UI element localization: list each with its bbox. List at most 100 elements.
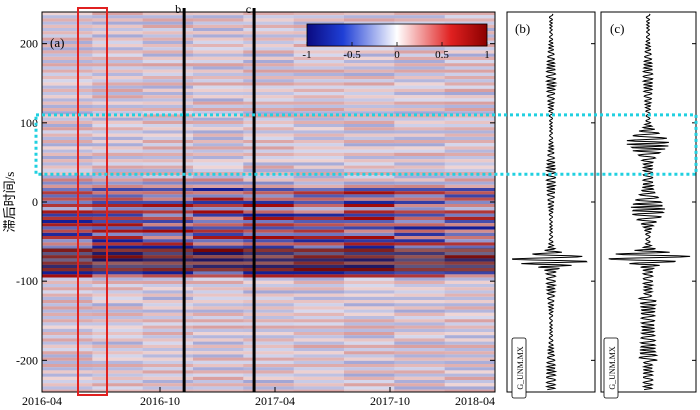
heatmap-cell xyxy=(193,236,244,240)
heatmap-cell xyxy=(243,34,295,38)
heatmap-cell xyxy=(243,101,295,105)
heatmap-cell xyxy=(193,56,244,60)
heatmap-cell xyxy=(444,357,495,361)
heatmap-cell xyxy=(243,156,295,160)
heatmap-cell xyxy=(243,165,295,169)
heatmap-cell xyxy=(293,271,345,275)
heatmap-cell xyxy=(42,338,93,342)
heatmap-cell xyxy=(293,88,345,92)
heatmap-cell xyxy=(293,53,345,57)
heatmap-cell xyxy=(344,348,395,352)
heatmap-cell xyxy=(92,140,144,144)
heatmap-cell xyxy=(344,181,395,185)
heatmap-cell xyxy=(243,348,295,352)
heatmap-cell xyxy=(142,200,194,204)
heatmap-cell xyxy=(394,252,446,256)
heatmap-cell xyxy=(243,287,295,291)
heatmap-cell xyxy=(444,248,495,252)
heatmap-cell xyxy=(394,264,446,268)
heatmap-cell xyxy=(444,120,495,124)
heatmap-cell xyxy=(142,44,194,48)
heatmap-cell xyxy=(243,12,295,16)
heatmap-cell xyxy=(394,322,446,326)
heatmap-cell xyxy=(344,300,395,304)
heatmap-cell xyxy=(243,159,295,163)
heatmap-cell xyxy=(394,130,446,134)
heatmap-cell xyxy=(243,293,295,297)
heatmap-cell xyxy=(92,220,144,224)
heatmap-cell xyxy=(344,360,395,364)
heatmap-cell xyxy=(142,31,194,35)
heatmap-cell xyxy=(243,37,295,41)
heatmap-cell xyxy=(142,37,194,41)
heatmap-cell xyxy=(344,319,395,323)
heatmap-cell xyxy=(193,24,244,28)
heatmap-cell xyxy=(142,216,194,220)
heatmap-cell xyxy=(92,184,144,188)
heatmap-cell xyxy=(293,210,345,214)
heatmap-cell xyxy=(92,255,144,259)
trace-panel-b: (b) G_UNM.MX xyxy=(506,11,596,399)
heatmap-cell xyxy=(92,37,144,41)
heatmap-cell xyxy=(142,348,194,352)
heatmap-cell xyxy=(142,21,194,25)
heatmap-cell xyxy=(42,357,93,361)
heatmap-cell xyxy=(293,133,345,137)
heatmap-cell xyxy=(444,322,495,326)
heatmap-cell xyxy=(444,168,495,172)
heatmap-cell xyxy=(92,223,144,227)
heatmap-cell xyxy=(394,380,446,384)
heatmap-cell xyxy=(394,344,446,348)
heatmap-cell xyxy=(344,239,395,243)
heatmap-cell xyxy=(344,293,395,297)
heatmap-cell xyxy=(293,303,345,307)
heatmap-cell xyxy=(42,296,93,300)
heatmap-cell xyxy=(193,140,244,144)
heatmap-cell xyxy=(344,252,395,256)
heatmap-cell xyxy=(243,31,295,35)
heatmap-cell xyxy=(243,223,295,227)
heatmap-cell xyxy=(293,236,345,240)
heatmap-cell xyxy=(444,296,495,300)
heatmap-cell xyxy=(394,277,446,281)
heatmap-cell xyxy=(444,220,495,224)
heatmap-cell xyxy=(243,264,295,268)
heatmap-cell xyxy=(444,50,495,54)
heatmap-cell xyxy=(444,184,495,188)
heatmap-cell xyxy=(193,76,244,80)
heatmap-cell xyxy=(193,12,244,16)
heatmap-cell xyxy=(142,210,194,214)
heatmap-cell xyxy=(344,296,395,300)
heatmap-cell xyxy=(42,293,93,297)
heatmap-cell xyxy=(42,28,93,32)
heatmap-cell xyxy=(42,268,93,272)
heatmap-cell xyxy=(142,63,194,67)
heatmap-cell xyxy=(142,159,194,163)
trace-c-waveform xyxy=(608,13,691,391)
heatmap-cell xyxy=(92,76,144,80)
heatmap-cell xyxy=(394,143,446,147)
heatmap-cell xyxy=(142,207,194,211)
heatmap-cell xyxy=(243,277,295,281)
heatmap-cell xyxy=(394,162,446,166)
heatmap-cell xyxy=(42,252,93,256)
heatmap-cell xyxy=(344,143,395,147)
heatmap-cell xyxy=(92,236,144,240)
heatmap-cell xyxy=(394,149,446,153)
heatmap-cell xyxy=(142,69,194,73)
heatmap-cell xyxy=(394,21,446,25)
heatmap-cell xyxy=(444,178,495,182)
heatmap-cell xyxy=(444,82,495,86)
heatmap-cell xyxy=(142,76,194,80)
y-tick-label: -100 xyxy=(16,274,38,288)
heatmap-cell xyxy=(394,303,446,307)
heatmap-cell xyxy=(42,66,93,70)
heatmap-cell xyxy=(142,152,194,156)
trace-b-ticks xyxy=(591,43,595,361)
heatmap-cell xyxy=(243,85,295,89)
heatmap-cell xyxy=(243,98,295,102)
heatmap-cell xyxy=(92,360,144,364)
heatmap-cell xyxy=(344,306,395,310)
heatmap-cell xyxy=(344,15,395,19)
heatmap-cell xyxy=(444,236,495,240)
